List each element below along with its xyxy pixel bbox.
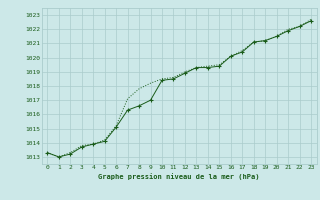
X-axis label: Graphe pression niveau de la mer (hPa): Graphe pression niveau de la mer (hPa) <box>99 173 260 180</box>
